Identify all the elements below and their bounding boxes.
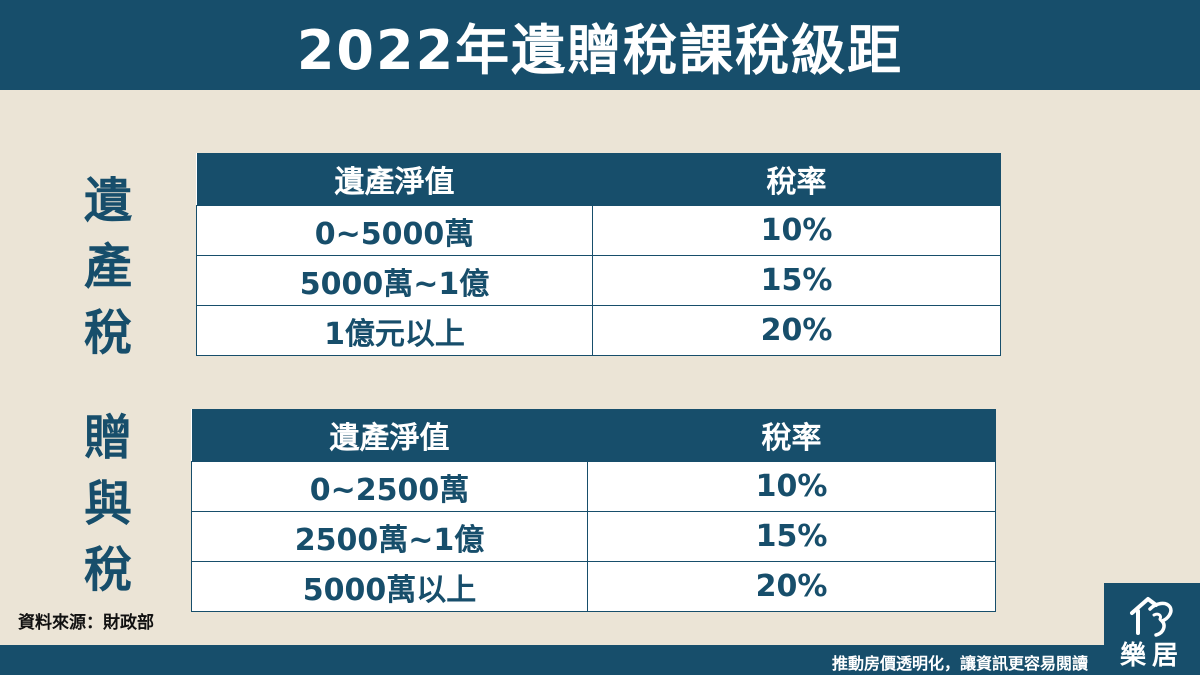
gift-tax-label: 贈 與 稅: [78, 405, 138, 603]
gift-tax-table: 遺產淨值 稅率 0~2500萬 10% 2500萬~1億 15% 5000萬以上…: [191, 409, 996, 612]
gift-tax-label-char: 贈: [83, 410, 132, 466]
column-header-net-value: 遺產淨值: [196, 153, 593, 206]
estate-tax-label-char: 遺: [83, 173, 132, 229]
column-header-tax-rate: 稅率: [592, 153, 1001, 206]
footer-slogan: 推動房價透明化，讓資訊更容易閱讀: [831, 654, 1088, 673]
table-header-row: 遺產淨值 稅率: [191, 409, 996, 462]
logo-text: 樂居: [1119, 641, 1184, 671]
estate-tax-table: 遺產淨值 稅率 0~5000萬 10% 5000萬~1億 15% 1億元以上 2…: [196, 153, 1001, 356]
table-header-row: 遺產淨值 稅率: [196, 153, 1001, 206]
tax-rate-cell: 15%: [592, 255, 1001, 306]
brand-logo: 樂居: [1104, 583, 1200, 675]
tax-rate-cell: 15%: [587, 511, 996, 562]
title-bar: 2022年遺贈稅課稅級距: [0, 0, 1200, 90]
net-value-cell: 5000萬~1億: [196, 255, 593, 306]
gift-tax-label-char: 稅: [83, 542, 132, 598]
net-value-cell: 2500萬~1億: [191, 511, 588, 562]
estate-tax-label: 遺 產 稅: [78, 168, 138, 366]
net-value-cell: 1億元以上: [196, 305, 593, 356]
estate-tax-label-char: 產: [83, 239, 132, 295]
footer-bar: 推動房價透明化，讓資訊更容易閱讀: [0, 645, 1200, 675]
net-value-cell: 5000萬以上: [191, 561, 588, 612]
table-row: 2500萬~1億 15%: [191, 511, 996, 562]
house-logo-icon: [1130, 597, 1173, 637]
tax-rate-cell: 10%: [587, 461, 996, 512]
table-row: 0~5000萬 10%: [196, 205, 1001, 256]
table-row: 5000萬以上 20%: [191, 561, 996, 612]
table-row: 0~2500萬 10%: [191, 461, 996, 512]
estate-tax-label-char: 稅: [83, 305, 132, 361]
column-header-net-value: 遺產淨值: [191, 409, 588, 462]
net-value-cell: 0~5000萬: [196, 205, 593, 256]
tax-rate-cell: 20%: [587, 561, 996, 612]
table-row: 5000萬~1億 15%: [196, 255, 1001, 306]
page-title: 2022年遺贈稅課稅級距: [296, 18, 904, 82]
column-header-tax-rate: 稅率: [587, 409, 996, 462]
table-row: 1億元以上 20%: [196, 305, 1001, 356]
gift-tax-label-char: 與: [83, 476, 132, 532]
source-note: 資料來源：財政部: [18, 613, 154, 633]
tax-rate-cell: 20%: [592, 305, 1001, 356]
net-value-cell: 0~2500萬: [191, 461, 588, 512]
tax-rate-cell: 10%: [592, 205, 1001, 256]
